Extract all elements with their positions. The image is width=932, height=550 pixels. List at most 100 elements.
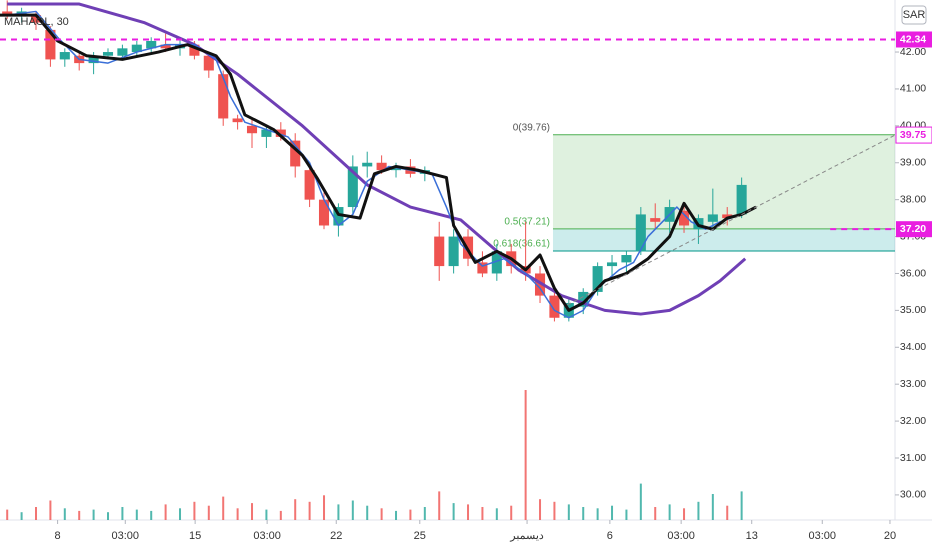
y-tick-label: 40.00 bbox=[900, 120, 926, 132]
y-tick-label: 33.00 bbox=[900, 378, 926, 390]
series-line bbox=[0, 13, 757, 312]
volume-bar bbox=[366, 505, 369, 520]
x-tick-label: 03:00 bbox=[809, 530, 837, 542]
candle-body bbox=[146, 40, 157, 49]
volume-bar bbox=[78, 510, 81, 520]
volume-bar bbox=[510, 505, 513, 520]
x-tick-label: 6 bbox=[607, 530, 613, 542]
fib-label: 0.5(37.21) bbox=[504, 216, 550, 227]
volume-bar bbox=[150, 510, 153, 520]
y-tick-label: 31.00 bbox=[900, 452, 926, 464]
y-tick-label: 42.00 bbox=[900, 46, 926, 58]
volume-bar bbox=[596, 508, 599, 520]
candle-body bbox=[2, 11, 13, 16]
x-tick-label: 03:00 bbox=[253, 530, 281, 542]
volume-bar bbox=[395, 510, 398, 520]
volume-bar bbox=[135, 509, 138, 520]
price-tag bbox=[896, 31, 932, 48]
y-tick-label: 41.00 bbox=[900, 83, 926, 95]
price-tag bbox=[896, 221, 932, 238]
candle-body bbox=[30, 15, 42, 23]
candle-body bbox=[102, 52, 114, 56]
price-tag bbox=[895, 126, 932, 144]
candle-body bbox=[621, 255, 632, 263]
price-tag-label: 37.20 bbox=[900, 223, 926, 235]
volume-bar bbox=[409, 509, 412, 520]
y-tick-label: 38.00 bbox=[900, 193, 926, 205]
volume-bar bbox=[236, 508, 239, 520]
fib-label: 0(39.76) bbox=[513, 122, 550, 133]
candle-body bbox=[549, 295, 560, 318]
candle-body bbox=[131, 44, 142, 53]
candle-body bbox=[189, 44, 200, 56]
candle-body bbox=[606, 262, 618, 267]
candle-body bbox=[491, 251, 502, 274]
candle-body bbox=[448, 236, 459, 267]
y-tick-label: 36.00 bbox=[900, 267, 926, 279]
currency-label[interactable]: SAR bbox=[903, 9, 926, 21]
symbol-label: MAHAOL, 30 bbox=[4, 16, 69, 28]
candle-body bbox=[160, 44, 171, 49]
volume-bar bbox=[179, 508, 182, 520]
y-tick-label: 30.00 bbox=[900, 489, 926, 501]
volume-bar bbox=[279, 510, 282, 520]
candle-body bbox=[218, 74, 229, 119]
volume-bar bbox=[495, 508, 498, 520]
x-tick-label: ديسمبر bbox=[509, 530, 544, 542]
volume-bar bbox=[92, 509, 95, 520]
candle-body bbox=[333, 207, 344, 226]
candle-body bbox=[347, 166, 358, 208]
volume-bar bbox=[207, 505, 210, 520]
currency-box[interactable] bbox=[901, 5, 927, 25]
candle-body bbox=[434, 236, 445, 267]
volume-bar bbox=[294, 499, 297, 520]
candle-body bbox=[650, 218, 661, 222]
volume-bar bbox=[20, 512, 23, 520]
candle-body bbox=[534, 273, 546, 296]
volume-bar bbox=[553, 501, 556, 520]
y-tick-label: 35.00 bbox=[900, 304, 926, 316]
candle-body bbox=[736, 184, 747, 215]
candle-body bbox=[707, 214, 718, 222]
x-tick-label: 15 bbox=[189, 530, 201, 542]
x-tick-label: 03:00 bbox=[112, 530, 140, 542]
x-tick-label: 22 bbox=[330, 530, 342, 542]
volume-bar bbox=[726, 505, 729, 520]
volume-bar bbox=[740, 491, 743, 520]
series-line bbox=[7, 2, 747, 316]
candle-body bbox=[246, 125, 258, 134]
volume-bar bbox=[251, 503, 254, 520]
candle-body bbox=[362, 162, 373, 167]
volume-bar bbox=[481, 507, 484, 520]
volume-bar bbox=[63, 508, 66, 520]
volume-bar bbox=[567, 504, 570, 520]
plot-area: 0(39.76) 0.5(37.21) 0.618(36.61) bbox=[0, 0, 896, 520]
x-tick-label: 13 bbox=[746, 530, 758, 542]
candle-body bbox=[722, 214, 733, 219]
candle-body bbox=[203, 55, 214, 71]
candle-body bbox=[678, 210, 690, 226]
trendline bbox=[567, 134, 896, 306]
volume-bar bbox=[711, 494, 714, 520]
volume-bar bbox=[467, 504, 470, 520]
candle-body bbox=[592, 266, 603, 292]
x-tick-label: 03:00 bbox=[667, 530, 695, 542]
volume-bar bbox=[639, 483, 642, 520]
volume-bar bbox=[107, 512, 110, 520]
candle-body bbox=[578, 291, 589, 307]
volume-bar bbox=[323, 495, 326, 520]
volume-bar bbox=[121, 507, 124, 520]
volume-bar bbox=[6, 509, 9, 520]
volume-bar bbox=[611, 505, 614, 520]
candle-body bbox=[232, 118, 243, 123]
price-tag-label: 39.75 bbox=[900, 129, 926, 141]
volume-bar bbox=[164, 504, 167, 520]
candle-body bbox=[117, 48, 128, 56]
candle-body bbox=[261, 129, 272, 137]
fib-zone bbox=[552, 228, 895, 251]
price-tag-label: 42.34 bbox=[900, 33, 926, 45]
candle-body bbox=[290, 140, 301, 167]
volume-bar bbox=[524, 390, 527, 520]
candle-body bbox=[635, 214, 646, 252]
